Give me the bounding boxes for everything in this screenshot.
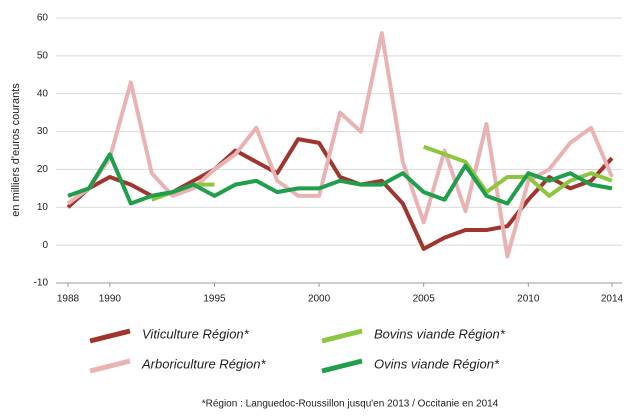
- x-tick-label: 2005: [413, 294, 436, 305]
- y-tick-label: 0: [42, 240, 48, 251]
- y-tick-label: -10: [34, 278, 49, 289]
- y-tick-label: 30: [37, 126, 49, 137]
- series-line: [66, 31, 614, 259]
- y-tick-label: 40: [37, 88, 49, 99]
- y-tick-label: 20: [37, 164, 49, 175]
- x-tick-label: 1990: [99, 294, 122, 305]
- x-tick-label: 2000: [308, 294, 331, 305]
- y-tick-label: 60: [37, 13, 49, 24]
- x-tick-label: 2014: [601, 294, 624, 305]
- footnote: *Région : Languedoc-Roussillon jusqu'en …: [202, 399, 499, 410]
- y-tick-label: 10: [37, 202, 49, 213]
- y-axis-label: en milliers d'euros courants: [10, 83, 22, 217]
- series-line: [67, 152, 613, 206]
- legend-swatch: [321, 328, 363, 344]
- x-tick-label: 2010: [517, 294, 540, 305]
- legend-label: Ovins viande Région*: [374, 356, 500, 371]
- x-tick-label: 1995: [203, 294, 226, 305]
- legend-swatch: [89, 358, 131, 374]
- legend-label: Viticulture Région*: [142, 326, 250, 341]
- legend-label: Bovins viande Région*: [374, 326, 506, 341]
- legend-swatch: [89, 328, 131, 344]
- y-tick-label: 50: [37, 50, 49, 61]
- x-tick-label: 1988: [57, 294, 80, 305]
- legend-swatch: [321, 358, 363, 374]
- legend-label: Arboriculture Région*: [141, 356, 267, 371]
